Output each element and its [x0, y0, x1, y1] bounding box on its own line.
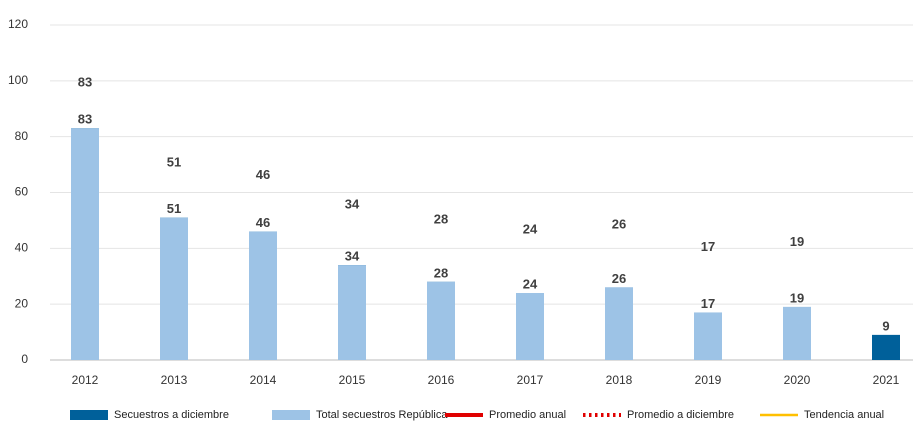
legend-label: Tendencia anual: [804, 409, 884, 421]
data-label: 46: [256, 167, 270, 182]
data-label: 34: [345, 197, 360, 212]
data-label: 34: [345, 249, 360, 264]
x-tick-label: 2019: [695, 373, 722, 387]
data-label: 19: [790, 290, 804, 305]
y-tick-label: 120: [8, 17, 28, 31]
x-tick-label: 2014: [250, 373, 277, 387]
bar: [694, 312, 722, 360]
y-tick-label: 60: [15, 185, 29, 199]
legend-label: Promedio anual: [489, 409, 566, 421]
bar: [516, 293, 544, 360]
legend-label: Total secuestros República: [316, 409, 448, 421]
bar: [427, 281, 455, 360]
x-tick-label: 2016: [428, 373, 455, 387]
y-tick-label: 100: [8, 73, 28, 87]
data-label: 28: [434, 265, 448, 280]
bar: [249, 231, 277, 360]
x-tick-label: 2021: [873, 373, 900, 387]
data-label: 83: [78, 75, 92, 90]
data-label: 26: [612, 217, 626, 232]
data-label: 24: [523, 222, 538, 237]
x-tick-label: 2018: [606, 373, 633, 387]
y-tick-label: 40: [15, 241, 29, 255]
legend-swatch: [272, 410, 310, 420]
legend-label: Secuestros a diciembre: [114, 409, 229, 421]
x-tick-label: 2017: [517, 373, 544, 387]
x-tick-label: 2015: [339, 373, 366, 387]
data-label: 24: [523, 276, 538, 291]
x-tick-label: 2012: [72, 373, 99, 387]
data-label: 51: [167, 154, 181, 169]
bar: [783, 306, 811, 360]
bar: [605, 287, 633, 360]
bar: [160, 217, 188, 360]
data-label: 17: [701, 296, 715, 311]
data-label: 46: [256, 215, 270, 230]
data-label: 19: [790, 234, 804, 249]
data-label: 83: [78, 112, 92, 127]
y-tick-label: 80: [15, 129, 29, 143]
bar: [872, 334, 900, 360]
y-tick-label: 0: [21, 352, 28, 366]
x-tick-label: 2013: [161, 373, 188, 387]
y-tick-label: 20: [15, 296, 29, 310]
data-label: 51: [167, 201, 181, 216]
legend-label: Promedio a diciembre: [627, 409, 734, 421]
data-label: 9: [882, 318, 889, 333]
bar: [71, 128, 99, 360]
bar: [338, 265, 366, 360]
legend-swatch: [70, 410, 108, 420]
data-label: 17: [701, 239, 715, 254]
data-label: 26: [612, 271, 626, 286]
data-label: 28: [434, 212, 448, 227]
x-tick-label: 2020: [784, 373, 811, 387]
